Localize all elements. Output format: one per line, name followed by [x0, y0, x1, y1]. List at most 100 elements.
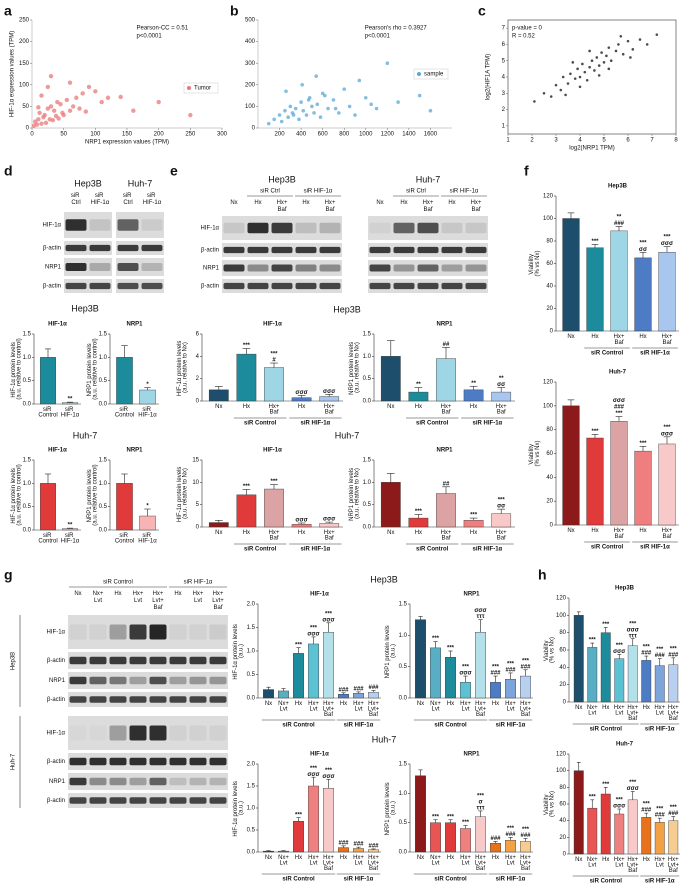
- point: [323, 93, 327, 98]
- bar: [587, 807, 598, 855]
- bar: [610, 230, 628, 332]
- x-tick-label: Hx: [295, 855, 302, 861]
- bar: [658, 443, 676, 526]
- blot-band: [109, 676, 127, 685]
- y-tick-label: 1.5: [247, 625, 256, 631]
- point: [56, 116, 61, 121]
- significance-mark: σσ: [639, 247, 647, 253]
- point: [645, 43, 649, 46]
- blot-band: [393, 222, 415, 234]
- row-label: HIF-1α: [47, 630, 66, 636]
- significance-mark: ***: [295, 642, 303, 648]
- x-tick-label: Nx+ Lvt: [278, 855, 289, 867]
- significance-mark: τττ: [476, 614, 484, 620]
- chart-title: HIF-1α: [263, 322, 282, 328]
- x-tick-label: Hx: [243, 404, 250, 410]
- label-line: Lvt: [615, 862, 623, 868]
- significance-mark: ***: [470, 513, 478, 519]
- x-tick-label: Nx: [417, 855, 424, 861]
- label-line: Lvt: [656, 862, 664, 868]
- group-label: siR HIF-1α: [496, 723, 526, 729]
- x-tick-label: Hx+ Lvt: [654, 705, 665, 717]
- x-tick-label: Hx: [492, 855, 499, 861]
- point: [284, 89, 288, 94]
- label-line: (a.u.): [238, 644, 244, 658]
- bar: [490, 843, 501, 853]
- blot-band: [271, 246, 293, 254]
- group-label: siR Control: [282, 723, 315, 729]
- point: [67, 108, 73, 113]
- significance-mark: ***: [670, 646, 678, 652]
- blot-band: [209, 696, 227, 703]
- point: [34, 122, 40, 127]
- bar: [490, 682, 501, 699]
- point: [105, 95, 111, 100]
- blot-band: [90, 726, 107, 741]
- y-tick-label: 0.5: [399, 664, 408, 670]
- bar: [436, 493, 456, 528]
- x-tick-label: Hx+ Baf: [269, 404, 280, 416]
- point: [588, 49, 591, 53]
- x-tick-label: Hx+ Lvt+ Baf: [520, 855, 532, 872]
- blot-band: [65, 219, 87, 231]
- point: [597, 64, 601, 67]
- y-axis-label: log2(HIF1A TPM): [486, 54, 492, 100]
- blot-band: [65, 244, 87, 252]
- y-tick-label: 1.0: [23, 481, 32, 487]
- label-line: Lvt: [588, 710, 596, 716]
- label-line: Baf: [369, 866, 378, 872]
- label-line: Hx+: [269, 530, 280, 536]
- x-tick-label: Hx+ Baf: [269, 530, 280, 542]
- bar: [634, 257, 652, 332]
- label-line: Hx+: [475, 701, 486, 707]
- blot-band: [109, 696, 127, 703]
- significance-mark: ***: [615, 411, 623, 417]
- significance-mark: σσσ: [613, 804, 625, 810]
- point: [80, 91, 85, 96]
- label-line: Hx+: [460, 855, 471, 861]
- bar: [627, 799, 638, 855]
- label-line: Baf: [325, 409, 334, 415]
- point: [533, 100, 536, 103]
- bar: [654, 822, 665, 855]
- label-line: Hx+: [496, 530, 507, 536]
- blot-band: [89, 219, 111, 231]
- bar: [463, 389, 484, 402]
- blot-band: [393, 246, 415, 254]
- point: [61, 112, 66, 118]
- y-tick-label: 0.5: [363, 376, 372, 382]
- significance-mark: ###: [641, 651, 652, 657]
- x-tick-label: siR Control: [115, 533, 134, 545]
- y-axis-label: NRP1 protein levels (a.u.): [385, 624, 397, 679]
- x-tick-label: Hx+ Lvt: [614, 857, 625, 869]
- y-tick-label: 5: [502, 58, 506, 64]
- blot-strip: [116, 279, 164, 293]
- y-tick-label: 6: [502, 42, 506, 48]
- x-tick-label: 300: [217, 132, 228, 138]
- significance-mark: τττ: [476, 806, 484, 812]
- label-line: Lvt+: [667, 710, 679, 716]
- blot-band: [89, 624, 107, 640]
- group-label: siR HIF-1α: [184, 580, 213, 586]
- bar: [323, 632, 334, 699]
- y-tick-label: 120: [556, 752, 567, 758]
- label-line: Nx: [567, 334, 574, 340]
- bar: [460, 828, 471, 853]
- y-tick-label: 1.5: [399, 602, 408, 608]
- point: [566, 82, 570, 85]
- label-line: Control: [38, 412, 57, 418]
- label-line: siR: [142, 533, 152, 539]
- bar: [353, 693, 364, 699]
- section-header: Huh-7: [73, 430, 98, 440]
- y-tick-label: 7: [502, 26, 506, 32]
- significance-mark: ***: [629, 780, 637, 786]
- y-tick-label: 0.5: [23, 378, 32, 384]
- bar: [408, 391, 429, 402]
- label-line: NRP1 protein levels: [87, 342, 93, 397]
- y-axis-label: Viability (% vs Nx): [529, 251, 541, 277]
- bar: [586, 437, 604, 526]
- y-tick-label: 20: [559, 835, 566, 841]
- significance-mark: ***: [432, 636, 440, 642]
- x-tick-label: Hx+ Lvt: [353, 701, 364, 713]
- significance-mark: **: [499, 376, 504, 382]
